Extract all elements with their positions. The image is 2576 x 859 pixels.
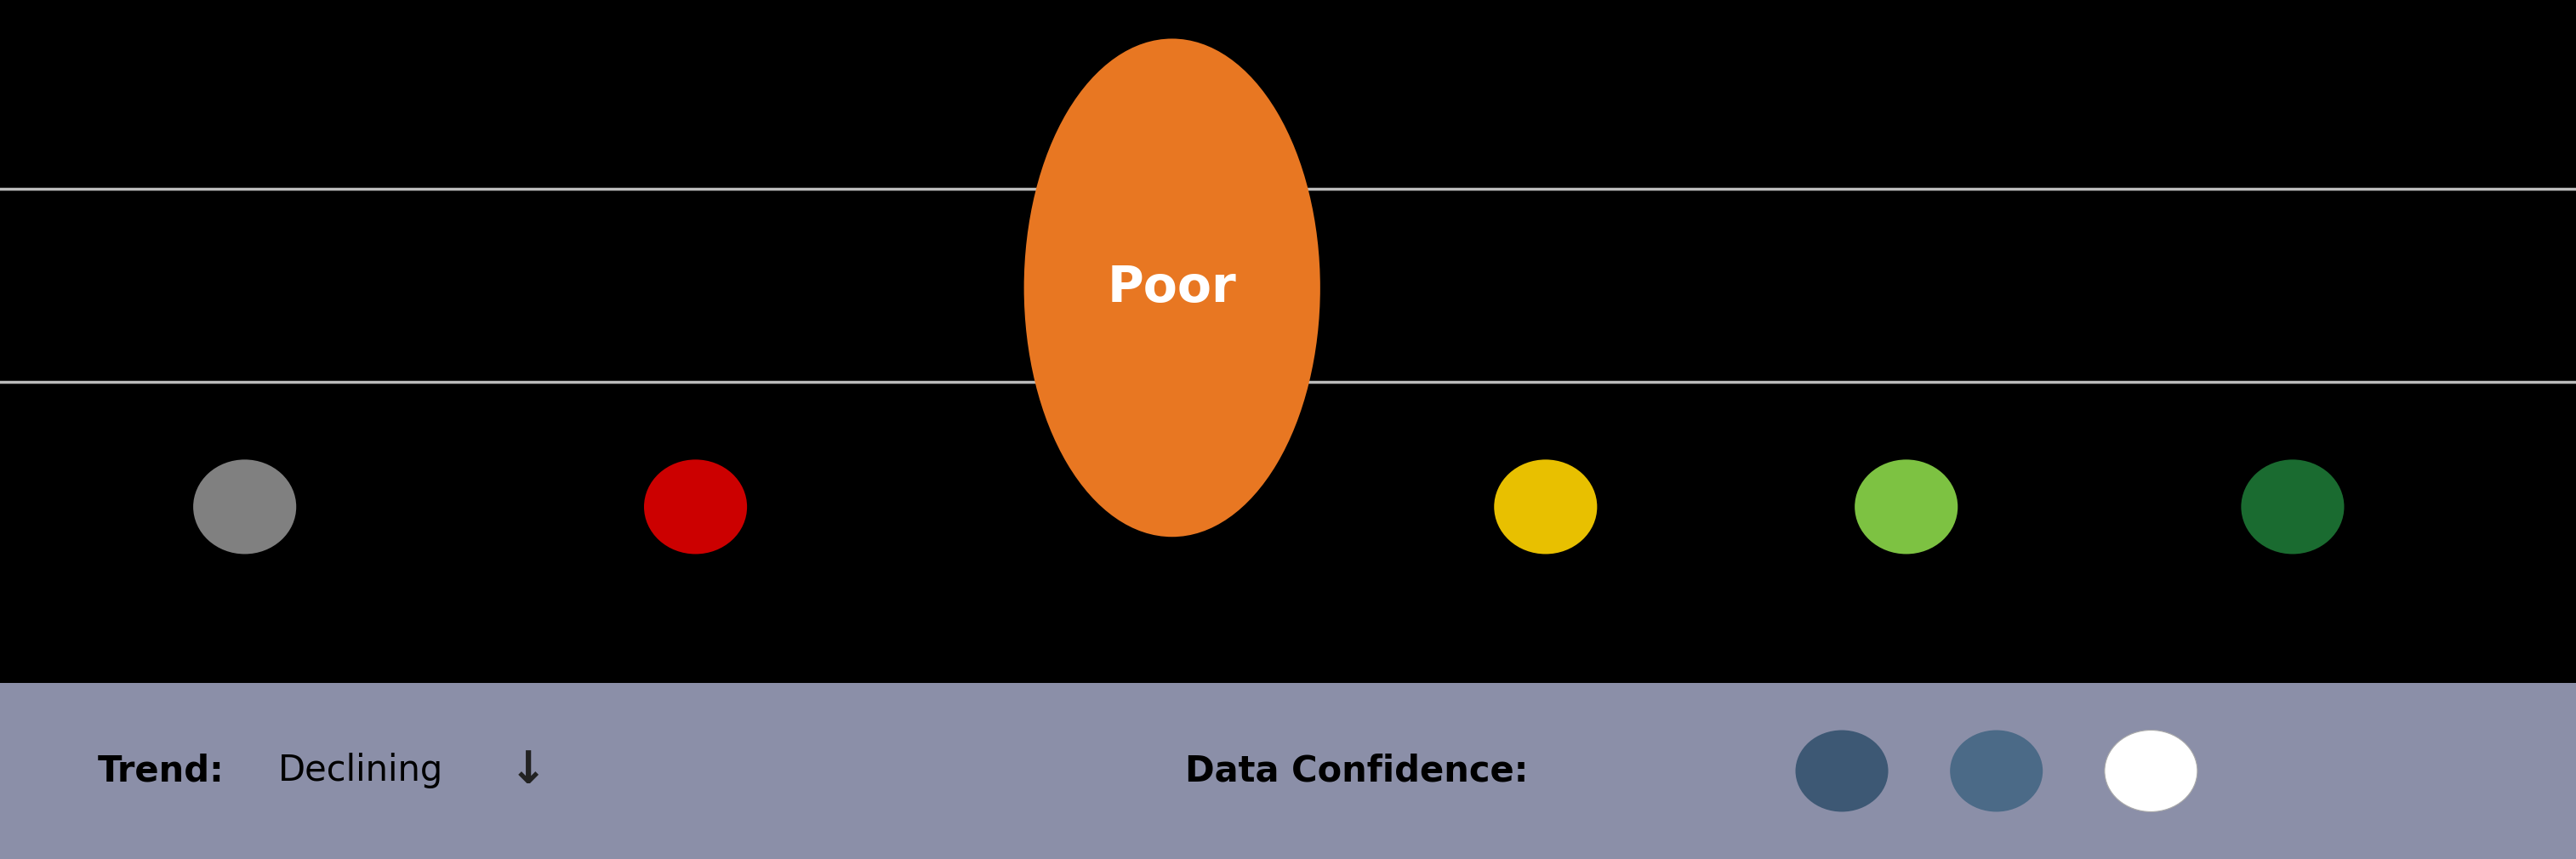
Ellipse shape [193,460,296,554]
Ellipse shape [1950,730,2043,812]
Ellipse shape [1795,730,1888,812]
Ellipse shape [1025,39,1321,537]
Text: Data Confidence:: Data Confidence: [1185,753,1528,789]
Text: Declining: Declining [278,753,443,789]
Ellipse shape [1855,460,1958,554]
Ellipse shape [2241,460,2344,554]
Bar [0,683,2576,859]
Text: Trend:: Trend: [98,753,224,789]
Ellipse shape [644,460,747,554]
Text: ↓: ↓ [510,749,546,793]
Text: Poor: Poor [1108,264,1236,312]
Ellipse shape [2105,730,2197,812]
Ellipse shape [1494,460,1597,554]
